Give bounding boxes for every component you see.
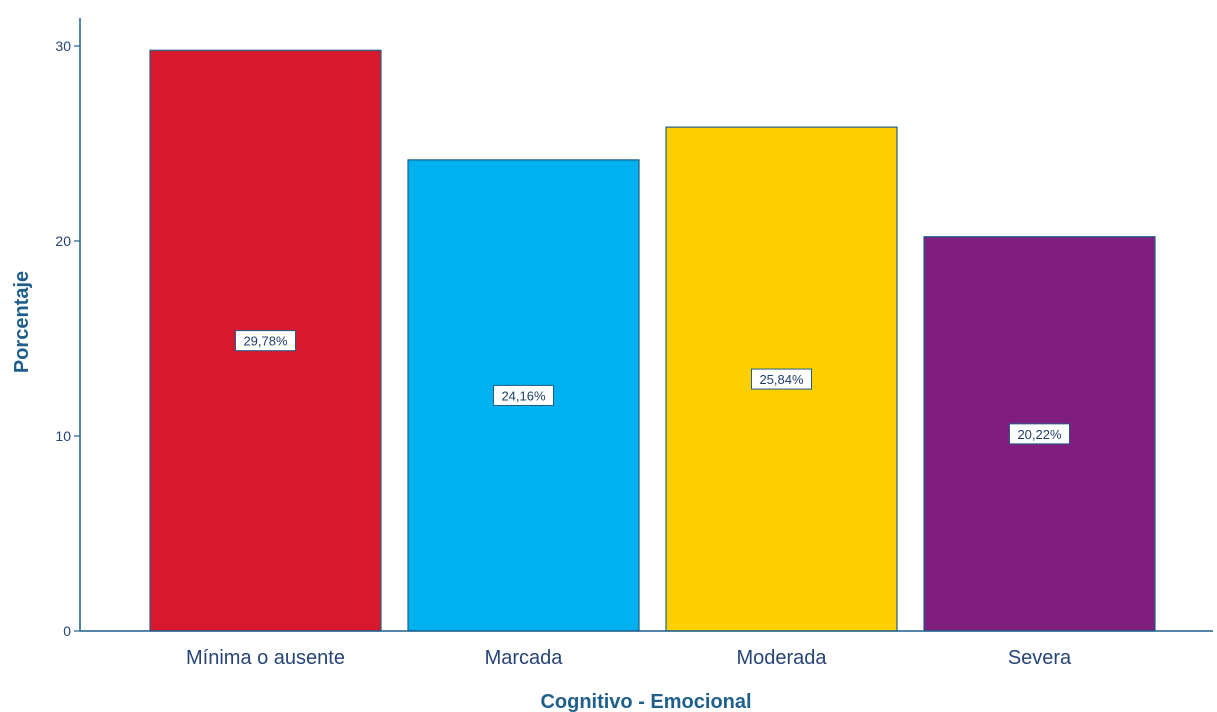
data-label-3: 20,22% — [1017, 427, 1062, 442]
bars-group — [149, 49, 1156, 632]
x-axis-title: Cognitivo - Emocional — [540, 691, 751, 712]
data-label-box-0 — [235, 330, 296, 352]
x-tick-label-1: Marcada — [485, 647, 564, 669]
data-label-1: 24,16% — [501, 388, 546, 403]
data-label-box-1 — [493, 384, 554, 406]
y-tick-label-0: 0 — [63, 623, 71, 639]
x-tick-label-0: Mínima o ausente — [186, 647, 345, 669]
y-tick-label-2: 20 — [55, 233, 71, 249]
x-tick-label-3: Severa — [1008, 647, 1072, 669]
data-label-box-3 — [1009, 423, 1070, 445]
y-axis-title: Porcentaje — [11, 271, 33, 373]
x-tick-label-2: Moderada — [736, 647, 827, 669]
data-label-0: 29,78% — [243, 334, 288, 349]
y-ticks-group: 0 10 20 30 — [55, 38, 80, 639]
data-label-box-2 — [751, 368, 812, 390]
y-tick-label-1: 10 — [55, 428, 71, 444]
y-tick-label-3: 30 — [55, 38, 71, 54]
data-label-2: 25,84% — [759, 372, 804, 387]
x-tick-labels-group: Mínima o ausente Marcada Moderada Severa — [186, 647, 1072, 669]
data-labels-group: 29,78% 24,16% 25,84% 20,22% — [235, 330, 1070, 445]
